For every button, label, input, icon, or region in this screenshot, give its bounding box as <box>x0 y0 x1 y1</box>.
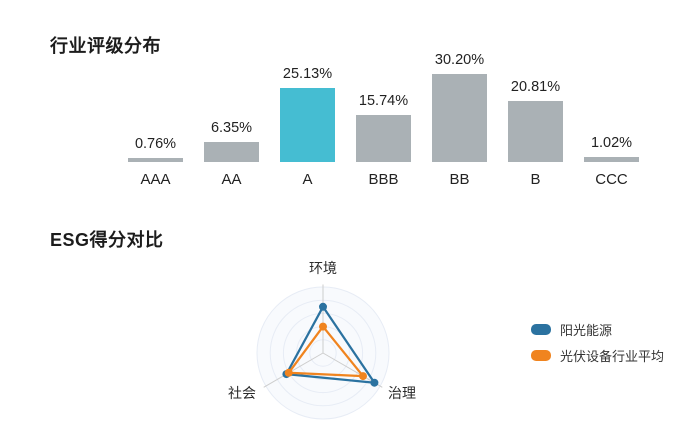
radar-dot[interactable] <box>319 302 327 311</box>
radar-chart <box>223 277 423 437</box>
legend-item-industry-average[interactable]: 光伏设备行业平均 <box>531 346 664 365</box>
legend-swatch-blue <box>531 324 551 335</box>
radar-series-industry-average <box>284 322 367 381</box>
bar-value-label: 20.81% <box>510 79 561 95</box>
radar-polygon-sunshine-energy <box>285 305 376 384</box>
bar-bb[interactable] <box>432 74 487 162</box>
radar-axis-label-society: 社会 <box>228 385 256 401</box>
bar-group-a: 25.13% A <box>280 66 335 188</box>
bar-value-label: 1.02% <box>590 135 633 151</box>
bar-a-highlighted[interactable] <box>280 88 335 162</box>
radar-polygon-industry-average <box>287 325 365 378</box>
radar-dot[interactable] <box>370 378 379 387</box>
bar-category-label: BBB <box>368 171 399 188</box>
radar-legend: 阳光能源 光伏设备行业平均 <box>531 320 664 365</box>
bar-group-aa: 6.35% AA <box>204 70 259 188</box>
radar-svg <box>256 284 390 420</box>
bar-category-label: AA <box>221 171 242 188</box>
bar-chart: 0.76% AAA 6.35% AA 25.13% A 15.74% BBB 3… <box>128 52 639 188</box>
radar-spoke-soc <box>263 352 324 388</box>
bar-group-b: 20.81% B <box>508 70 563 188</box>
bar-ccc[interactable] <box>584 157 639 162</box>
bar-group-bbb: 15.74% BBB <box>356 70 411 188</box>
legend-swatch-orange <box>531 350 551 361</box>
radar-chart-title: ESG得分对比 <box>50 230 164 250</box>
bar-group-ccc: 1.02% CCC <box>584 70 639 188</box>
bar-value-label: 15.74% <box>358 93 409 109</box>
radar-axis-label-environment: 环境 <box>309 260 337 276</box>
bar-group-bb: 30.20% BB <box>432 52 487 188</box>
bar-aaa[interactable] <box>128 158 183 162</box>
bar-value-label: 25.13% <box>282 66 333 82</box>
bar-category-label: A <box>302 171 313 188</box>
bar-category-label: B <box>530 171 541 188</box>
radar-axis-label-governance: 治理 <box>388 385 416 401</box>
bar-bbb[interactable] <box>356 115 411 162</box>
bar-group-aaa: 0.76% AAA <box>128 70 183 188</box>
radar-dot[interactable] <box>359 372 367 381</box>
bar-value-label: 0.76% <box>134 136 177 152</box>
bar-value-label: 30.20% <box>434 52 485 68</box>
bar-aa[interactable] <box>204 142 259 162</box>
legend-label: 阳光能源 <box>560 323 613 338</box>
bar-chart-title: 行业评级分布 <box>50 36 161 56</box>
radar-dot[interactable] <box>284 368 293 377</box>
legend-item-sunshine-energy[interactable]: 阳光能源 <box>531 320 664 339</box>
bar-category-label: CCC <box>595 171 628 188</box>
radar-dot[interactable] <box>319 322 327 331</box>
legend-label: 光伏设备行业平均 <box>560 349 665 364</box>
bar-category-label: BB <box>449 171 470 188</box>
bar-b[interactable] <box>508 101 563 162</box>
bar-value-label: 6.35% <box>210 120 253 136</box>
bar-category-label: AAA <box>140 171 171 188</box>
